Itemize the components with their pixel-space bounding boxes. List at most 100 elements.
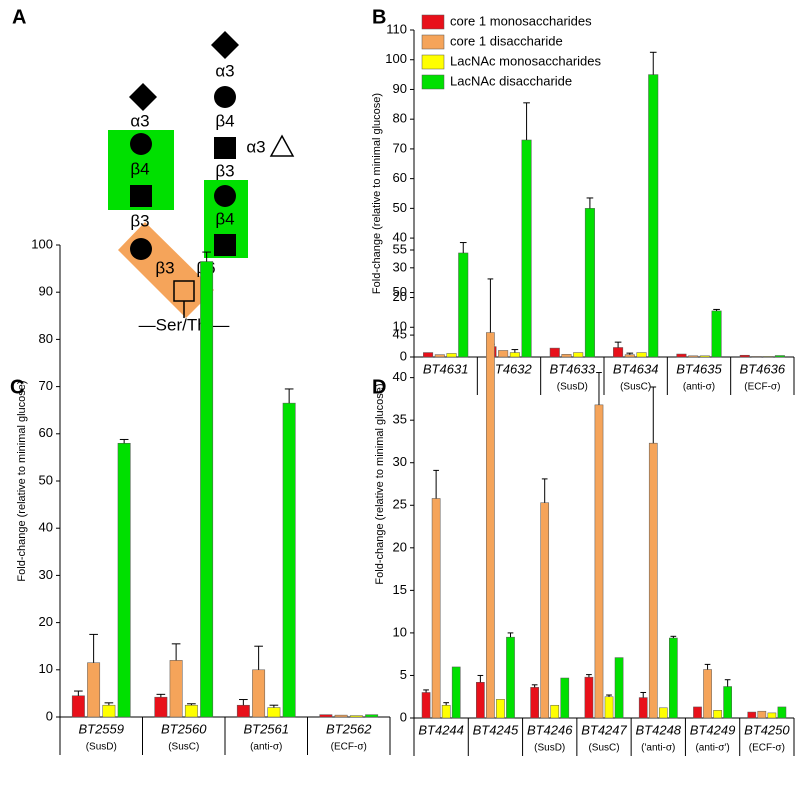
y-tick-label: 100 [385, 51, 407, 66]
bar [184, 704, 198, 718]
bar [560, 677, 570, 719]
bar [423, 352, 434, 358]
linkage: β4 [215, 209, 234, 228]
y-tick-label: 0 [400, 709, 407, 724]
bar [688, 355, 699, 358]
error-bar [459, 242, 467, 253]
bar [446, 353, 457, 358]
glcnac [214, 137, 236, 159]
bar [638, 697, 648, 719]
y-axis-label: Fold-change (relative to minimal glucose… [374, 383, 386, 584]
y-tick-label: 40 [393, 369, 407, 384]
x-tick-label: BT4244 [418, 722, 464, 737]
x-tick-note: (SusC) [168, 742, 199, 753]
bar [561, 354, 572, 358]
error-bar [606, 694, 612, 697]
panel-label: C [10, 376, 24, 398]
bar [613, 347, 624, 358]
error-bar [284, 388, 294, 404]
x-tick-label: BT4634 [613, 361, 659, 376]
panel-label: D [372, 376, 386, 398]
glcnac [214, 234, 236, 256]
bar [431, 498, 441, 719]
legend-swatch [421, 54, 445, 70]
glycan-diagram: A α3 β4 β3 β3 β6 α3 β4 α3 β3 β4 —Ser/Thr… [12, 6, 295, 334]
bar [421, 692, 431, 719]
x-tick-label: BT2560 [161, 721, 207, 736]
error-bar [713, 308, 720, 311]
error-bar [650, 386, 657, 444]
bar [200, 261, 214, 718]
linkage: α3 [246, 137, 265, 156]
bar [540, 502, 550, 719]
bar [349, 715, 363, 718]
bar [102, 704, 116, 718]
x-tick-label: BT4247 [581, 722, 627, 737]
error-bar [614, 341, 622, 348]
x-tick-note: (SusD) [86, 742, 117, 753]
linkage: β3 [215, 161, 234, 180]
error-bar [269, 704, 279, 708]
legend-swatch [421, 14, 445, 30]
base-label: —Ser/Thr— [139, 315, 230, 334]
galactose [130, 133, 152, 155]
bar [434, 354, 445, 358]
y-tick-label: 30 [393, 454, 407, 469]
fucose-diamond [129, 83, 157, 111]
y-axis-label: Fold-change (relative to minimal glucose… [371, 93, 383, 294]
error-bar [74, 690, 83, 696]
error-bar [704, 663, 711, 670]
bar [751, 356, 762, 358]
fucose-diamond [211, 31, 239, 59]
linkage: β4 [215, 111, 234, 130]
bar [282, 402, 296, 718]
x-tick-note: (anti-σ) [250, 742, 282, 753]
bar [594, 404, 604, 719]
y-tick-label: 90 [39, 284, 53, 299]
x-tick-label: BT4632 [486, 361, 532, 376]
chart: C Fold-change (relative to minimal glucos… [10, 236, 391, 755]
x-tick-label: BT4250 [744, 722, 790, 737]
bar [777, 706, 787, 719]
panel-label: A [12, 6, 26, 28]
bar [584, 676, 594, 719]
y-tick-label: 20 [39, 614, 53, 629]
y-tick-label: 30 [39, 567, 53, 582]
bar [711, 310, 722, 358]
error-bar [477, 674, 484, 683]
panel-label: B [372, 6, 386, 28]
bar [676, 353, 687, 358]
y-tick-label: 55 [393, 241, 407, 256]
bar [614, 657, 624, 719]
bar [236, 704, 250, 718]
bar [154, 696, 168, 718]
error-bar [626, 352, 634, 355]
linkage: β3 [130, 211, 149, 230]
bar [604, 696, 614, 719]
y-tick-label: 15 [393, 582, 407, 597]
error-bar [239, 699, 248, 706]
y-tick-label: 40 [39, 520, 53, 535]
x-tick-label: BT4249 [690, 722, 736, 737]
bar [521, 139, 532, 358]
bar [549, 347, 560, 358]
y-tick-label: 50 [39, 472, 53, 487]
x-tick-note: (ECF-σ) [749, 743, 785, 754]
error-bar [507, 632, 514, 638]
y-tick-label: 60 [393, 170, 407, 185]
bar [530, 687, 539, 719]
bar [365, 714, 379, 718]
bar [713, 710, 722, 719]
x-tick-label: BT4246 [527, 722, 573, 737]
bar [334, 714, 348, 718]
x-tick-label: BT4635 [676, 361, 722, 376]
bar [117, 442, 131, 718]
error-bar [487, 278, 494, 333]
y-tick-label: 0 [46, 708, 53, 723]
legend-label: LacNAc disaccharide [450, 73, 572, 88]
galactose [214, 86, 236, 108]
x-tick-note: (anti-σ') [695, 743, 729, 754]
y-tick-label: 80 [39, 331, 53, 346]
error-bar [443, 702, 450, 706]
